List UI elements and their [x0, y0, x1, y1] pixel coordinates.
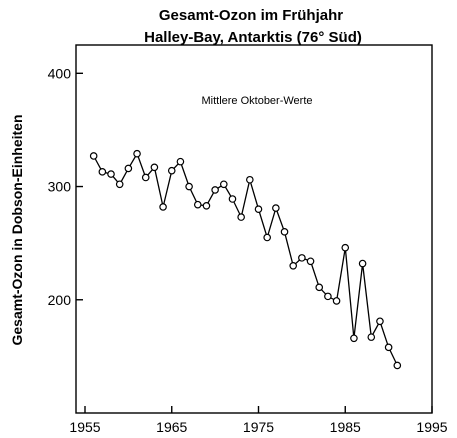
data-point-1975 [254, 205, 263, 213]
data-point-1957 [98, 168, 107, 176]
data-point-1991 [393, 361, 402, 370]
data-point-1972 [228, 195, 237, 203]
x-tick-label-1975: 1975 [243, 419, 274, 435]
data-point-1976 [263, 233, 271, 242]
y-axis-label: Gesamt-Ozon in Dobson-Einheiten [9, 114, 25, 345]
axis-ticks [76, 72, 433, 413]
y-tick-label-300: 300 [48, 179, 72, 195]
data-point-1959 [115, 180, 124, 189]
data-point-1989 [376, 317, 384, 326]
chart-title: Gesamt-Ozon im Frühjahr [159, 7, 343, 24]
series-points [89, 149, 402, 370]
data-point-1960 [124, 164, 133, 173]
data-point-1961 [133, 149, 141, 158]
chart-subtitle: Halley-Bay, Antarktis (76° Süd) [144, 29, 362, 46]
data-point-1983 [324, 292, 332, 301]
data-point-1981 [306, 257, 315, 266]
data-point-1988 [367, 333, 376, 341]
data-point-1974 [246, 175, 254, 184]
data-point-1958 [107, 170, 115, 178]
data-point-1971 [220, 180, 228, 189]
plot-frame [75, 44, 433, 414]
data-point-1956 [89, 152, 98, 160]
data-point-1978 [280, 228, 289, 236]
data-point-1987 [358, 259, 367, 268]
data-point-1962 [141, 173, 150, 182]
data-point-1963 [150, 163, 159, 172]
data-point-1967 [185, 182, 193, 191]
y-tick-label-400: 400 [48, 65, 72, 81]
data-point-1990 [384, 343, 393, 352]
data-point-1973 [237, 213, 245, 221]
y-tick-label-200: 200 [48, 292, 72, 308]
series-line [93, 152, 398, 366]
data-point-1982 [315, 283, 324, 292]
data-point-1984 [332, 297, 341, 305]
x-tick-label-1995: 1995 [416, 419, 447, 435]
data-point-1977 [272, 204, 280, 212]
data-point-1986 [350, 334, 358, 343]
chart-annotation: Mittlere Oktober-Werte [201, 95, 312, 107]
data-point-1969 [202, 201, 211, 210]
data-point-1970 [211, 186, 219, 194]
data-point-1965 [167, 166, 176, 175]
x-tick-label-1955: 1955 [69, 419, 100, 435]
data-point-1964 [159, 203, 167, 211]
data-point-1968 [193, 200, 202, 209]
data-point-1966 [176, 157, 185, 166]
x-tick-label-1985: 1985 [330, 419, 361, 435]
tick-labels: 200 300 400 1955 1965 1975 1985 1995 [48, 65, 448, 435]
x-tick-label-1965: 1965 [156, 419, 187, 435]
data-point-1985 [341, 243, 350, 252]
data-point-1979 [289, 261, 298, 270]
data-point-1980 [298, 254, 306, 262]
